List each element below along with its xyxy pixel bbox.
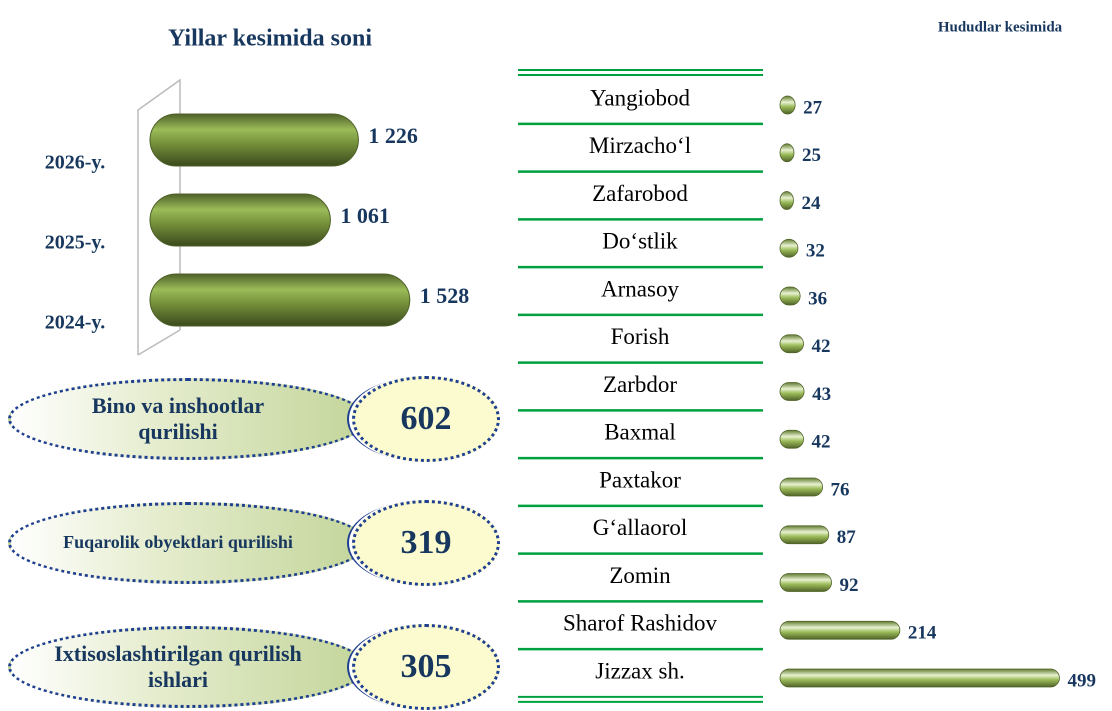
value-label: 87 [837, 527, 857, 548]
bar [779, 525, 830, 545]
value-label: 25 [802, 145, 821, 166]
category-label: 2025-y. [45, 232, 106, 254]
chart-title: Hududlar kesimida [938, 19, 1063, 35]
category-label: Zafarobod [592, 181, 688, 206]
category-label: Arnasoy [601, 276, 679, 301]
value-label: 27 [803, 97, 823, 118]
category-label: Zarbdor [603, 372, 677, 397]
value-label: 36 [808, 288, 827, 309]
highlight-label: Ixtisoslashtirilgan qurilish ishlari [8, 626, 368, 708]
highlight-value: 602 [352, 376, 500, 462]
bar [779, 668, 1060, 688]
bar [779, 620, 901, 640]
value-label: 1 226 [368, 123, 418, 148]
value-label: 24 [801, 193, 821, 214]
value-label: 1 528 [420, 283, 470, 308]
value-label: 42 [812, 432, 831, 453]
bar [779, 286, 801, 306]
bar [779, 477, 823, 497]
bar [779, 143, 795, 163]
category-label: 2026-y. [45, 152, 106, 174]
frame [137, 329, 181, 356]
value-label: 43 [812, 384, 831, 405]
highlight-value: 319 [352, 500, 500, 586]
bar [779, 382, 805, 401]
value-label: 214 [908, 623, 937, 644]
category-label: Forish [611, 324, 670, 349]
category-label: Zomin [609, 563, 671, 588]
bar [779, 334, 804, 354]
value-label: 92 [840, 575, 859, 596]
category-label: Baxmal [604, 420, 676, 445]
highlight-label: Fuqarolik obyektlari qurilishi [8, 502, 368, 584]
category-label: Jizzax sh. [595, 658, 684, 683]
value-label: 499 [1067, 670, 1096, 691]
category-label: Sharof Rashidov [563, 611, 717, 636]
category-label: Do‘stlik [602, 229, 678, 254]
bar [149, 193, 331, 247]
highlight-value: 305 [352, 624, 500, 710]
highlight-label: Bino va inshootlar qurilishi [8, 378, 368, 460]
category-label: Paxtakor [599, 467, 681, 492]
value-label: 42 [812, 336, 831, 357]
category-label: Yangiobod [590, 85, 690, 110]
bar [149, 113, 359, 167]
category-label: Mirzacho‘l [589, 133, 691, 158]
bar [149, 273, 411, 327]
bar [779, 238, 799, 258]
bar [779, 573, 832, 592]
category-label: G‘allaorol [593, 515, 688, 540]
value-label: 32 [806, 241, 825, 262]
value-label: 76 [831, 479, 850, 500]
bar [779, 95, 796, 115]
value-label: 1 061 [340, 203, 390, 228]
bar [779, 191, 794, 210]
category-label: 2024-y. [45, 312, 106, 334]
chart-title: Yillar kesimida soni [168, 26, 372, 52]
bar [779, 429, 804, 449]
